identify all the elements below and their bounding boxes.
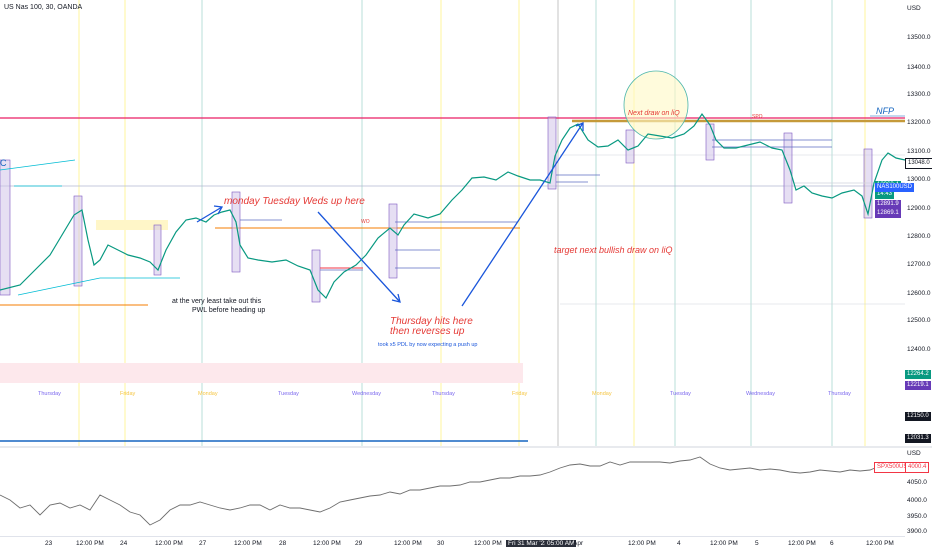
thursday-annotation-1[interactable]: Thursday hits here: [390, 316, 473, 327]
sub-label-box: 4000.4: [905, 462, 930, 473]
day-label: Tuesday: [670, 391, 691, 397]
price-tick-label: 12500.0: [907, 317, 931, 324]
monday-annotation[interactable]: monday Tuesday Weds up here: [224, 196, 365, 207]
day-label: Thursday: [432, 391, 455, 397]
price-label-box: 12031.3: [905, 434, 931, 443]
time-tick-label: 12:00 PM: [76, 540, 104, 547]
time-tick-label: 12:00 PM: [866, 540, 894, 547]
nfp-annotation[interactable]: NFP: [876, 106, 894, 116]
time-tick-label: 12:00 PM: [313, 540, 341, 547]
time-tick-label: Apr: [573, 540, 584, 547]
time-tick-label: 29: [355, 540, 363, 547]
spo-annotation: SPO: [752, 114, 763, 120]
time-axis[interactable]: 23 12:00 PM 24 12:00 PM 27 12:00 PM 28 12:00 PM…: [0, 536, 905, 551]
price-tick-label: 12700.0: [907, 261, 931, 268]
price-series[interactable]: [0, 112, 906, 300]
sub-tick-label: 4000.0: [907, 497, 927, 504]
c-mark: C: [0, 158, 7, 168]
time-tick-label: 28: [279, 540, 287, 547]
time-tick-label: 12:00 PM: [155, 540, 183, 547]
price-tick-label: 13500.0: [907, 34, 931, 41]
target-annotation[interactable]: target next bullish draw on liQ: [554, 245, 673, 255]
price-axis: USD: [905, 0, 932, 446]
price-tick-label: 12900.0: [907, 205, 931, 212]
pwl-annotation-1[interactable]: at the very least take out this: [172, 298, 262, 305]
spx-series[interactable]: [0, 456, 906, 526]
price-label-box: 13048.0: [905, 158, 932, 169]
annotation-arrows[interactable]: [196, 122, 584, 307]
day-label: Monday: [592, 391, 612, 397]
price-label-box: 12150.0: [905, 412, 931, 421]
time-tick-label: 12:00 PM: [628, 540, 656, 547]
time-tick-label: 24: [120, 540, 128, 547]
price-tick-label: 13400.0: [907, 64, 931, 71]
price-tick-label: 13200.0: [907, 119, 931, 126]
time-tick-label: Fri 31 Mar '23: [506, 540, 550, 547]
price-tick-label: 13100.0: [907, 148, 931, 155]
day-label: Friday: [512, 391, 528, 397]
time-tick-label: 4: [677, 540, 681, 547]
time-tick-label: 12:00 PM: [394, 540, 422, 547]
liquidity-circle[interactable]: [623, 70, 689, 140]
price-label-box: 12219.1: [905, 381, 931, 390]
price-tick-label: 13300.0: [907, 91, 931, 98]
time-tick-label: 12:00 PM: [710, 540, 738, 547]
price-label-box: 12264.2: [905, 370, 931, 379]
thursday-annotation-2[interactable]: then reverses up: [390, 326, 465, 337]
day-label: Wednesday: [746, 391, 775, 397]
wo-annotation: WO: [361, 219, 370, 225]
day-label: Thursday: [828, 391, 851, 397]
price-tick-label: 13000.0: [907, 176, 931, 183]
time-tick-label: 30: [437, 540, 445, 547]
time-tick-label: 12:00 PM: [474, 540, 502, 547]
day-label: Tuesday: [278, 391, 299, 397]
day-label: Wednesday: [352, 391, 381, 397]
price-label-box: 12869.1: [875, 209, 901, 218]
price-label-box: NAS100USD: [875, 183, 915, 192]
price-tick-label: 12800.0: [907, 233, 931, 240]
day-label: Monday: [198, 391, 218, 397]
day-label: Thursday: [38, 391, 61, 397]
pwl-annotation-2[interactable]: PWL before heading up: [192, 307, 266, 314]
time-tick-label: 23: [45, 540, 53, 547]
day-label: Friday: [120, 391, 136, 397]
sub-tick-label: 4050.0: [907, 479, 927, 486]
price-label-box: 14:43: [875, 190, 895, 199]
price-axis-unit: USD: [907, 5, 921, 12]
time-tick-label: 27: [199, 540, 207, 547]
yellow-zone: [96, 220, 168, 230]
price-tick-label: 12400.0: [907, 346, 931, 353]
range-lines: [0, 139, 905, 296]
time-tick-label: 05:00 AM: [545, 540, 577, 547]
sub-axis-unit: USD: [907, 450, 921, 457]
sub-tick-label: 3900.0: [907, 528, 927, 535]
next-draw-annotation[interactable]: Next draw on liQ: [628, 110, 680, 117]
time-tick-label: 6: [830, 540, 834, 547]
chart-title: US Nas 100, 30, OANDA: [4, 4, 83, 11]
pink-zone: [0, 363, 523, 383]
price-label-box: 12891.9: [875, 200, 901, 209]
time-tick-label: 5: [755, 540, 759, 547]
price-tick-label: 12600.0: [907, 290, 931, 297]
session-boxes: [0, 116, 873, 303]
time-tick-label: 12:00 PM: [788, 540, 816, 547]
sub-tick-label: 3950.0: [907, 513, 927, 520]
time-tick-label: 12:00 PM: [234, 540, 262, 547]
pdl-annotation[interactable]: took x5 PDL by now expecting a push up: [378, 342, 478, 348]
